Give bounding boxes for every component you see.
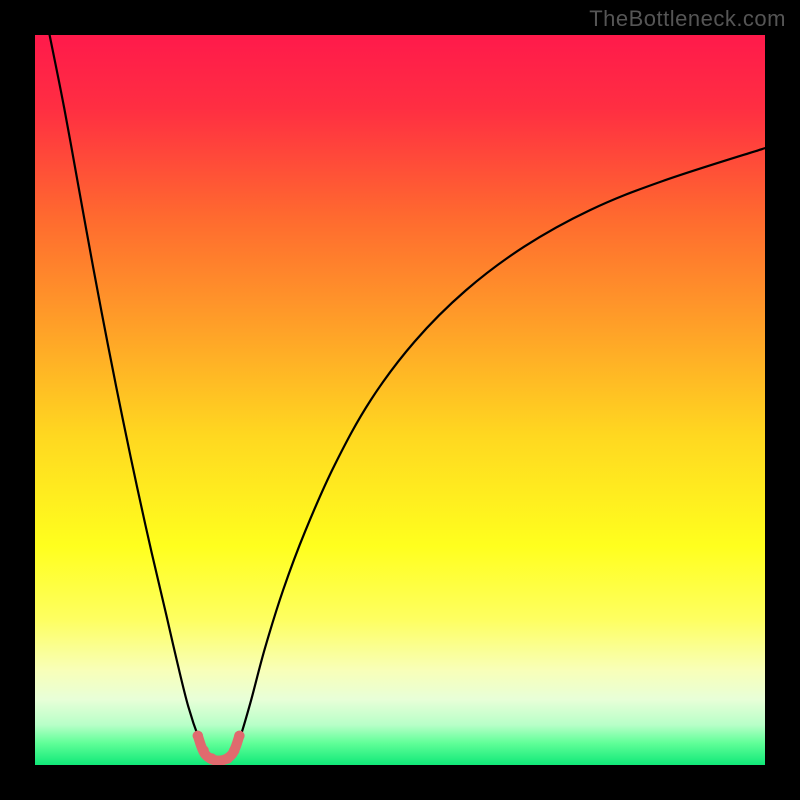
highlight-marker — [193, 731, 203, 741]
highlight-marker — [198, 745, 208, 755]
highlight-marker — [223, 753, 233, 763]
bottleneck-curve-chart — [35, 35, 765, 765]
highlight-marker — [206, 753, 216, 763]
watermark-text: TheBottleneck.com — [589, 6, 786, 32]
highlight-marker — [234, 731, 244, 741]
plot-area — [35, 35, 765, 765]
highlight-marker — [229, 745, 239, 755]
gradient-background — [35, 35, 765, 765]
